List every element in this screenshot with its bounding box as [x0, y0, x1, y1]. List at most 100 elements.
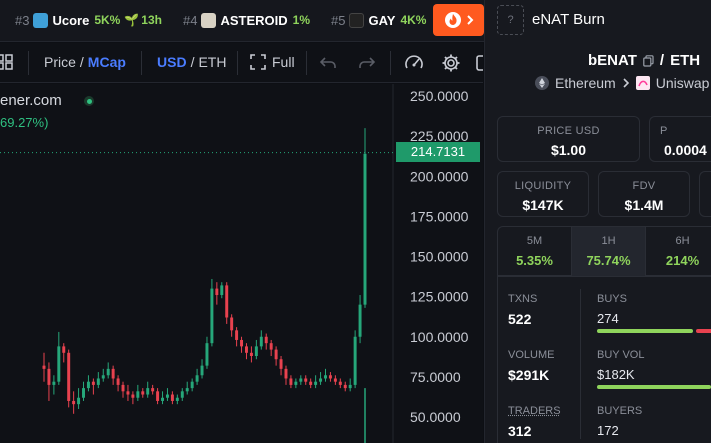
- candle: [294, 378, 297, 388]
- buys-stat: BUYS 274: [597, 293, 627, 326]
- price-mcap-toggle[interactable]: Price / MCap: [44, 54, 126, 70]
- toggle-slash: /: [191, 54, 195, 70]
- eth-option[interactable]: ETH: [198, 54, 226, 70]
- stat-label: BUYS: [597, 293, 627, 305]
- candle: [47, 362, 50, 401]
- fire-icon: [444, 11, 462, 29]
- candle-body: [186, 388, 189, 391]
- current-price-tag: 214.7131: [396, 142, 480, 162]
- toolbar-divider: [237, 51, 238, 75]
- mcap-option[interactable]: MCap: [88, 54, 126, 70]
- ethereum-icon: [535, 76, 549, 90]
- trending-item-3[interactable]: #5 GAY 4K%: [331, 11, 426, 29]
- candle-body: [112, 369, 115, 379]
- stat-value: 172: [597, 423, 642, 438]
- pair-title: bENAT / ETH: [588, 52, 700, 69]
- candle: [220, 282, 223, 298]
- tab-value: 5.35%: [498, 253, 571, 268]
- candle-body: [146, 388, 149, 394]
- card-value: $1.4M: [599, 197, 689, 213]
- usd-option[interactable]: USD: [157, 54, 187, 70]
- stat-value: 274: [597, 311, 627, 326]
- candle: [359, 295, 362, 343]
- candle: [309, 378, 312, 388]
- tab-label: 6H: [646, 235, 711, 247]
- redo-button[interactable]: [359, 55, 375, 71]
- candle-body: [285, 369, 288, 379]
- candle-body: [344, 385, 347, 388]
- indicators-button[interactable]: [0, 53, 14, 71]
- candle-body: [294, 382, 297, 385]
- candle: [344, 382, 347, 392]
- candle-body: [82, 388, 85, 398]
- candle-body: [275, 350, 278, 360]
- y-tick-label: 50.0000: [410, 409, 461, 425]
- candlestick-chart[interactable]: 250.0000 225.0000 200.0000 175.0000 150.0000…: [0, 84, 483, 443]
- undo-button[interactable]: [320, 55, 336, 71]
- stat-label: VOLUME: [508, 349, 554, 361]
- candle: [205, 337, 208, 369]
- trending-change: 4K%: [400, 13, 426, 27]
- candle-body: [43, 366, 46, 369]
- candle: [275, 346, 278, 365]
- candle: [166, 388, 169, 401]
- tab-6h[interactable]: 6H 214%: [646, 227, 711, 277]
- dex-name[interactable]: Uniswap: [656, 75, 710, 91]
- copy-icon[interactable]: [643, 55, 654, 67]
- buy-vol-stat: BUY VOL $182K: [597, 349, 645, 382]
- candle: [77, 388, 80, 409]
- candle: [131, 391, 134, 404]
- y-tick-label: 175.0000: [410, 208, 469, 224]
- asteroid-token-icon: [201, 13, 216, 28]
- candle: [289, 375, 292, 388]
- hot-pairs-button[interactable]: [433, 4, 484, 36]
- camera-icon: [476, 53, 483, 73]
- chain-name[interactable]: Ethereum: [555, 75, 616, 91]
- candle: [349, 378, 352, 391]
- candle-body: [260, 337, 263, 347]
- candle: [225, 282, 228, 324]
- price-option[interactable]: Price: [44, 54, 76, 70]
- fullscreen-button[interactable]: Full: [250, 54, 295, 70]
- candle-body: [324, 375, 327, 378]
- transaction-stats: TXNS 522 BUYS 274 VOLUME $291K BUY VOL $…: [497, 276, 711, 443]
- y-tick-label: 100.0000: [410, 329, 469, 345]
- trending-item-2[interactable]: #4 ASTEROID 1%: [183, 11, 310, 29]
- tab-1h[interactable]: 1H 75.74%: [572, 227, 646, 277]
- y-tick-label: 200.0000: [410, 168, 469, 184]
- candle-body: [319, 378, 322, 381]
- candle-body: [131, 395, 134, 398]
- tab-5m[interactable]: 5M 5.35%: [498, 227, 572, 277]
- candle: [299, 375, 302, 385]
- candle: [215, 282, 218, 304]
- trending-rank: #3: [15, 13, 29, 28]
- currency-toggle[interactable]: USD / ETH: [157, 54, 226, 70]
- candle-body: [230, 317, 233, 330]
- trending-item-1[interactable]: #3 Ucore 5K% 🌱 13h: [15, 11, 162, 29]
- candle: [334, 375, 337, 385]
- toggle-slash: /: [80, 54, 84, 70]
- traders-stat: TRADERS 312: [508, 405, 561, 439]
- screenshot-button[interactable]: [476, 53, 483, 73]
- candle-body: [72, 401, 75, 404]
- txns-stat: TXNS 522: [508, 293, 537, 327]
- settings-button[interactable]: [441, 53, 461, 73]
- candle: [62, 343, 65, 362]
- chevron-right-icon: [622, 78, 630, 88]
- candle: [117, 375, 120, 391]
- tab-label: 1H: [572, 235, 645, 247]
- speed-button[interactable]: [404, 53, 424, 73]
- candle: [196, 369, 199, 385]
- candle-body: [57, 346, 60, 381]
- stat-value: 522: [508, 311, 537, 327]
- candle-body: [161, 398, 164, 401]
- price-chart[interactable]: 250.0000 225.0000 200.0000 175.0000 150.0000…: [0, 84, 483, 443]
- candle-body: [62, 346, 65, 352]
- token-name: eNAT Burn: [532, 11, 605, 28]
- candle: [285, 366, 288, 385]
- toolbar-divider: [390, 51, 391, 75]
- y-tick-label: 150.0000: [410, 249, 469, 265]
- candle-body: [339, 382, 342, 385]
- candle-body: [136, 391, 139, 397]
- candle-body: [201, 366, 204, 376]
